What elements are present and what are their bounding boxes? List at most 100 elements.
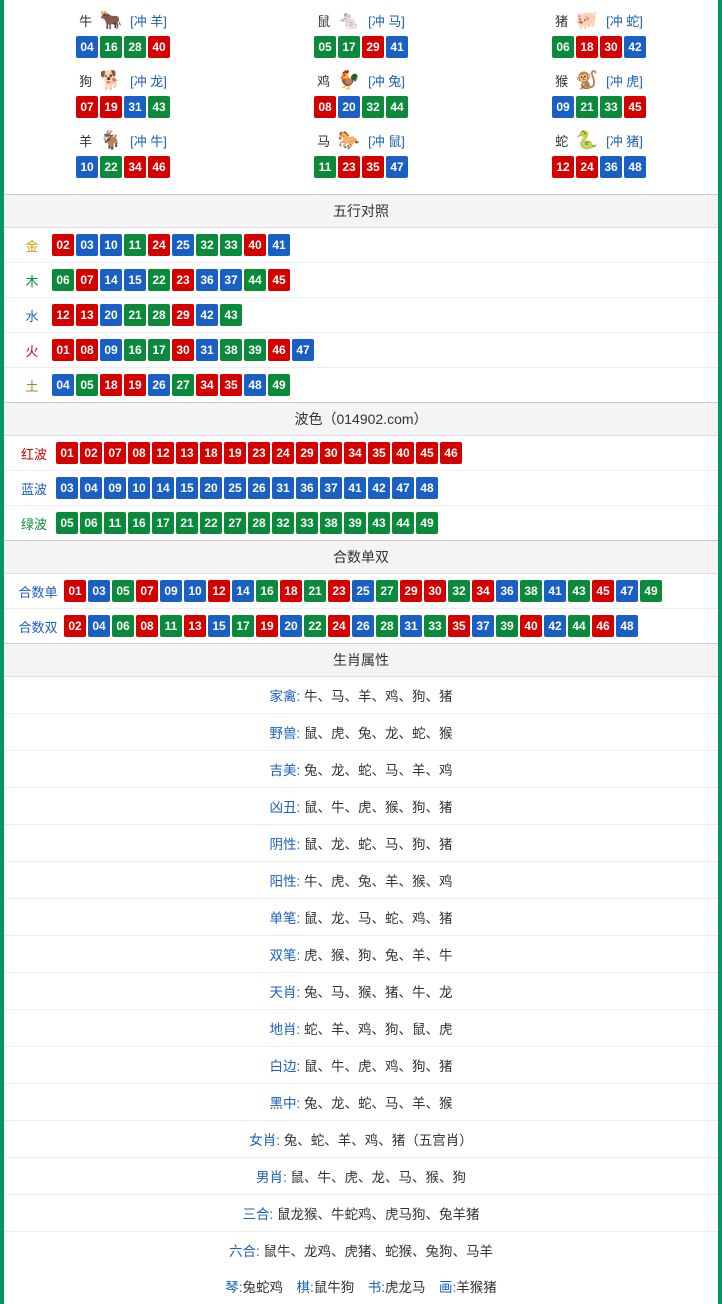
row-balls: 03040910141520252631363741424748 <box>56 477 438 499</box>
ball-37: 37 <box>472 615 494 637</box>
row-balls: 02031011242532334041 <box>52 234 290 256</box>
zodiac-conflict: [冲 羊] <box>130 11 167 30</box>
zodiac-cell-蛇: 蛇🐍[冲 猪]12243648 <box>480 124 718 184</box>
row-合数双: 合数双0204060811131517192022242628313335373… <box>4 609 718 643</box>
ball-14: 14 <box>152 477 174 499</box>
attr-val: 鼠龙猴、牛蛇鸡、虎马狗、兔羊猪 <box>277 1207 480 1222</box>
ball-41: 41 <box>386 36 408 58</box>
zodiac-header: 马🐎[冲 鼠] <box>242 128 480 152</box>
ball-30: 30 <box>424 580 446 602</box>
ball-07: 07 <box>76 269 98 291</box>
attr-row-男肖: 男肖: 鼠、牛、虎、龙、马、猴、狗 <box>4 1158 718 1195</box>
attrs-footer: 琴:兔蛇鸡 棋:鼠牛狗 书:虎龙马 画:羊猴猪 <box>4 1268 718 1304</box>
ball-18: 18 <box>200 442 222 464</box>
zodiac-header: 鸡🐓[冲 兔] <box>242 68 480 92</box>
row-label: 蓝波 <box>12 479 56 498</box>
row-label: 合数单 <box>12 582 64 601</box>
ball-16: 16 <box>128 512 150 534</box>
ball-19: 19 <box>224 442 246 464</box>
attr-key: 野兽: <box>269 726 304 741</box>
zodiac-name: 蛇 <box>555 131 568 150</box>
attr-key: 男肖: <box>256 1170 291 1185</box>
ball-22: 22 <box>100 156 122 178</box>
ball-32: 32 <box>272 512 294 534</box>
ball-24: 24 <box>328 615 350 637</box>
zodiac-icon: 🐓 <box>332 68 366 92</box>
attr-val: 兔、蛇、羊、鸡、猪（五宫肖） <box>284 1133 473 1148</box>
attr-row-女肖: 女肖: 兔、蛇、羊、鸡、猪（五宫肖） <box>4 1121 718 1158</box>
ball-20: 20 <box>200 477 222 499</box>
ball-04: 04 <box>52 374 74 396</box>
footer-key: 棋: <box>296 1280 313 1295</box>
zodiac-balls: 04162840 <box>4 36 242 58</box>
zodiac-icon: 🐍 <box>570 128 604 152</box>
ball-08: 08 <box>128 442 150 464</box>
zodiac-header: 鼠🐁[冲 马] <box>242 8 480 32</box>
ball-09: 09 <box>100 339 122 361</box>
zodiac-cell-狗: 狗🐕[冲 龙]07193143 <box>4 64 242 124</box>
ball-32: 32 <box>448 580 470 602</box>
ball-17: 17 <box>232 615 254 637</box>
ball-10: 10 <box>76 156 98 178</box>
ball-44: 44 <box>568 615 590 637</box>
ball-48: 48 <box>624 156 646 178</box>
attr-row-天肖: 天肖: 兔、马、猴、猪、牛、龙 <box>4 973 718 1010</box>
ball-19: 19 <box>100 96 122 118</box>
zodiac-cell-猪: 猪🐖[冲 蛇]06183042 <box>480 4 718 64</box>
ball-34: 34 <box>344 442 366 464</box>
ball-45: 45 <box>268 269 290 291</box>
attr-key: 凶丑: <box>269 800 304 815</box>
ball-15: 15 <box>208 615 230 637</box>
attr-key: 黑中: <box>269 1096 304 1111</box>
ball-38: 38 <box>320 512 342 534</box>
attr-key: 家禽: <box>269 689 304 704</box>
ball-46: 46 <box>148 156 170 178</box>
row-金: 金02031011242532334041 <box>4 228 718 263</box>
zodiac-icon: 🐁 <box>332 8 366 32</box>
ball-48: 48 <box>416 477 438 499</box>
ball-20: 20 <box>338 96 360 118</box>
ball-25: 25 <box>224 477 246 499</box>
ball-17: 17 <box>148 339 170 361</box>
ball-34: 34 <box>124 156 146 178</box>
row-蓝波: 蓝波03040910141520252631363741424748 <box>4 471 718 506</box>
bose-section: 波色（014902.com） 红波01020708121318192324293… <box>4 402 718 540</box>
attr-row-阴性: 阴性: 鼠、龙、蛇、马、狗、猪 <box>4 825 718 862</box>
attr-val: 鼠、龙、马、蛇、鸡、猪 <box>304 911 453 926</box>
row-合数单: 合数单0103050709101214161821232527293032343… <box>4 574 718 609</box>
attr-key: 阳性: <box>269 874 304 889</box>
ball-43: 43 <box>220 304 242 326</box>
ball-24: 24 <box>148 234 170 256</box>
footer-val: 羊猴猪 <box>456 1280 497 1295</box>
ball-31: 31 <box>196 339 218 361</box>
ball-04: 04 <box>76 36 98 58</box>
ball-07: 07 <box>104 442 126 464</box>
wuxing-section: 五行对照 金02031011242532334041木0607141522233… <box>4 194 718 402</box>
ball-41: 41 <box>544 580 566 602</box>
zodiac-cell-马: 马🐎[冲 鼠]11233547 <box>242 124 480 184</box>
ball-13: 13 <box>184 615 206 637</box>
zodiac-header: 猴🐒[冲 虎] <box>480 68 718 92</box>
ball-31: 31 <box>400 615 422 637</box>
zodiac-header: 蛇🐍[冲 猪] <box>480 128 718 152</box>
zodiac-conflict: [冲 猪] <box>606 131 643 150</box>
ball-42: 42 <box>624 36 646 58</box>
attr-row-凶丑: 凶丑: 鼠、牛、虎、猴、狗、猪 <box>4 788 718 825</box>
attr-row-地肖: 地肖: 蛇、羊、鸡、狗、鼠、虎 <box>4 1010 718 1047</box>
ball-36: 36 <box>600 156 622 178</box>
attr-key: 双笔: <box>269 948 304 963</box>
zodiac-conflict: [冲 兔] <box>368 71 405 90</box>
wuxing-title: 五行对照 <box>4 195 718 228</box>
zodiac-icon: 🐐 <box>94 128 128 152</box>
ball-18: 18 <box>576 36 598 58</box>
zodiac-balls: 09213345 <box>480 96 718 118</box>
bose-title: 波色（014902.com） <box>4 403 718 436</box>
ball-48: 48 <box>244 374 266 396</box>
ball-47: 47 <box>386 156 408 178</box>
ball-21: 21 <box>176 512 198 534</box>
ball-10: 10 <box>184 580 206 602</box>
ball-34: 34 <box>196 374 218 396</box>
ball-17: 17 <box>152 512 174 534</box>
row-label: 土 <box>12 376 52 395</box>
attr-key: 阴性: <box>269 837 304 852</box>
